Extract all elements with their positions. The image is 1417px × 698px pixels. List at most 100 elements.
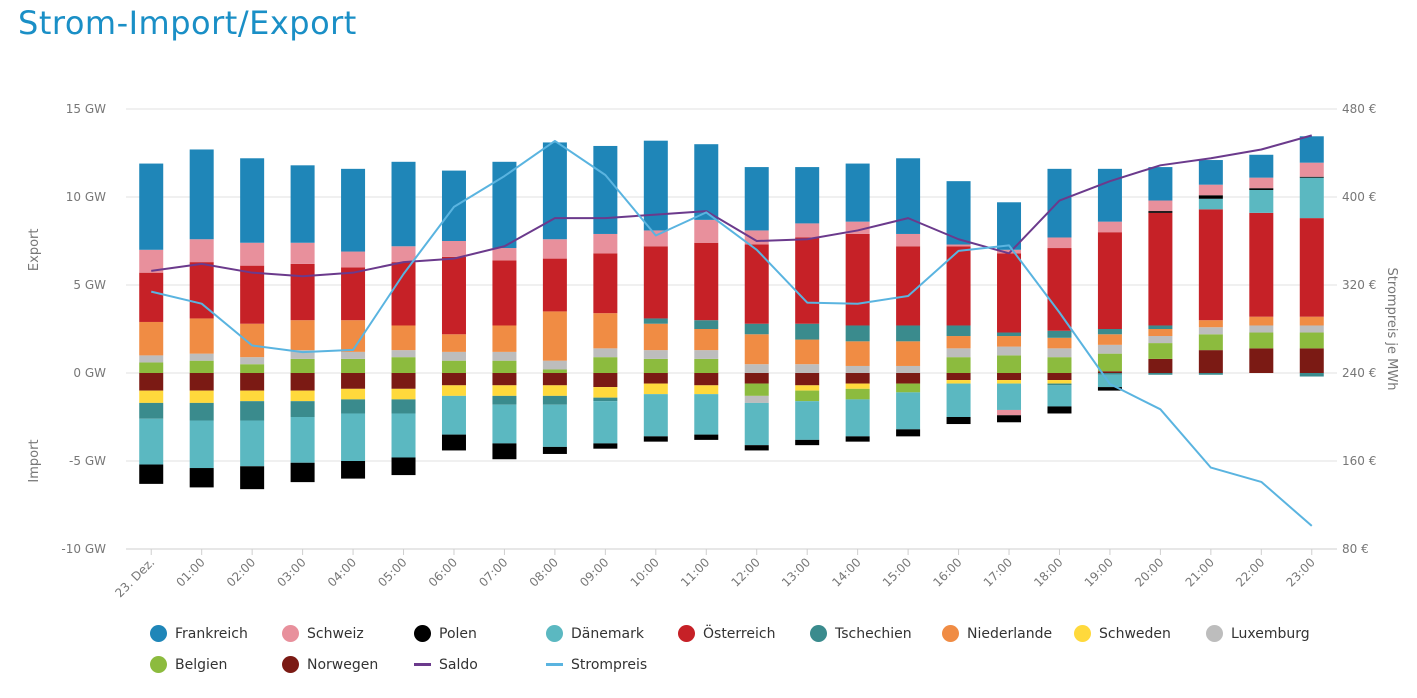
bar-segment [542,385,567,396]
bar-segment [1097,344,1122,354]
y-left-tick-label: -10 GW [61,542,106,556]
bar-segment [1047,380,1072,384]
legend-item[interactable]: Belgien [150,655,282,674]
legend-item[interactable]: Frankreich [150,624,282,643]
legend-item[interactable]: Tschechien [810,624,942,643]
bar-segment [1047,406,1072,414]
x-tick-label: 23. Dez. [112,555,157,600]
legend-item[interactable]: Polen [414,624,546,643]
bar-segment [997,332,1022,337]
legend-dot-icon [546,625,563,642]
bar-segment [946,383,971,417]
bar-segment [744,334,769,365]
legend-item[interactable]: Schweiz [282,624,414,643]
legend-item[interactable]: Schweden [1074,624,1206,643]
legend-item[interactable]: Niederlande [942,624,1074,643]
x-tick-label: 01:00 [173,555,207,589]
bar-segment [997,383,1022,410]
bar-segment [1148,200,1173,212]
bar-segment [997,202,1022,250]
bar-segment [492,325,517,352]
bar-segment [1047,348,1072,358]
legend-item[interactable]: Luxemburg [1206,624,1338,643]
bar-segment [341,399,366,414]
legend-dot-icon [678,625,695,642]
bar-segment [189,353,214,361]
bar-segment [795,385,820,391]
bar-segment [1299,177,1324,219]
legend-line-icon [414,663,431,666]
bar-segment [593,253,618,314]
bar-segment [694,358,719,373]
bar-segment [542,311,567,361]
bar-segment [1198,373,1223,375]
bar-segment [341,413,366,461]
bar-segment [795,223,820,238]
x-tick-label: 05:00 [375,555,409,589]
bar-segment [997,249,1022,254]
bar-segment [593,443,618,449]
legend-item[interactable]: Dänemark [546,624,678,643]
bar-segment [694,350,719,359]
bar-segment [492,395,517,405]
bar-segment [441,241,466,257]
x-tick-label: 22:00 [1233,555,1267,589]
bar-segment [189,373,214,391]
bar-segment [1148,358,1173,373]
x-tick-label: 12:00 [728,555,762,589]
bar-segment [744,364,769,373]
y-left-tick-label: 0 GW [73,366,106,380]
bar-segment [1299,373,1324,377]
x-tick-label: 03:00 [274,555,308,589]
bar-segment [1299,162,1324,177]
bar-segment [1097,168,1122,222]
bar-segment [341,168,366,252]
bar-segment [240,420,265,467]
bar-segment [139,249,164,273]
bar-segment [694,394,719,435]
bar-segment [1198,195,1223,199]
bar-segment [1198,198,1223,210]
bar-segment [1148,373,1173,375]
bar-segment [896,429,921,437]
bar-segment [189,149,214,240]
bar-segment [441,360,466,373]
y-left-tick-label: -5 GW [69,454,106,468]
bar-segment [542,404,567,447]
bar-segment [845,383,870,389]
x-tick-label: 08:00 [527,555,561,589]
legend-dot-icon [1074,625,1091,642]
legend-item[interactable]: Saldo [414,655,546,674]
bar-segment [643,318,668,324]
bar-segment [896,325,921,342]
bar-segment [744,395,769,403]
bar-segment [593,357,618,373]
bar-segment [391,457,416,476]
bar-segment [795,439,820,446]
legend-item[interactable]: Norwegen [282,655,414,674]
x-tick-label: 10:00 [628,555,662,589]
series-line-saldo [151,134,1313,278]
bar-segment [997,373,1022,381]
import-export-chart: -10 GW -5 GW 0 GW 5 GW 10 GW 15 GW 80 € 160 € 24… [27,102,1399,600]
bar-segment [189,390,214,403]
legend-item[interactable]: Strompreis [546,655,678,674]
bar-segment [643,394,668,437]
legend-label: Saldo [439,656,478,673]
bar-segment [1097,334,1122,345]
bar-segment [694,219,719,243]
bar-segment [542,395,567,405]
bar-segment [492,161,517,249]
bar-segment [1299,176,1324,178]
bar-segment [946,246,971,326]
x-tick-label: 14:00 [829,555,863,589]
bar-segment [845,373,870,384]
legend-item[interactable]: Österreich [678,624,810,643]
y-right-tick-label: 160 € [1342,454,1376,468]
bar-segment [1299,332,1324,349]
bar-segment [1249,177,1274,189]
bar-segment [139,464,164,484]
bar-segment [139,418,164,465]
bar-segment [1097,371,1122,373]
x-tick-label: 17:00 [981,555,1015,589]
